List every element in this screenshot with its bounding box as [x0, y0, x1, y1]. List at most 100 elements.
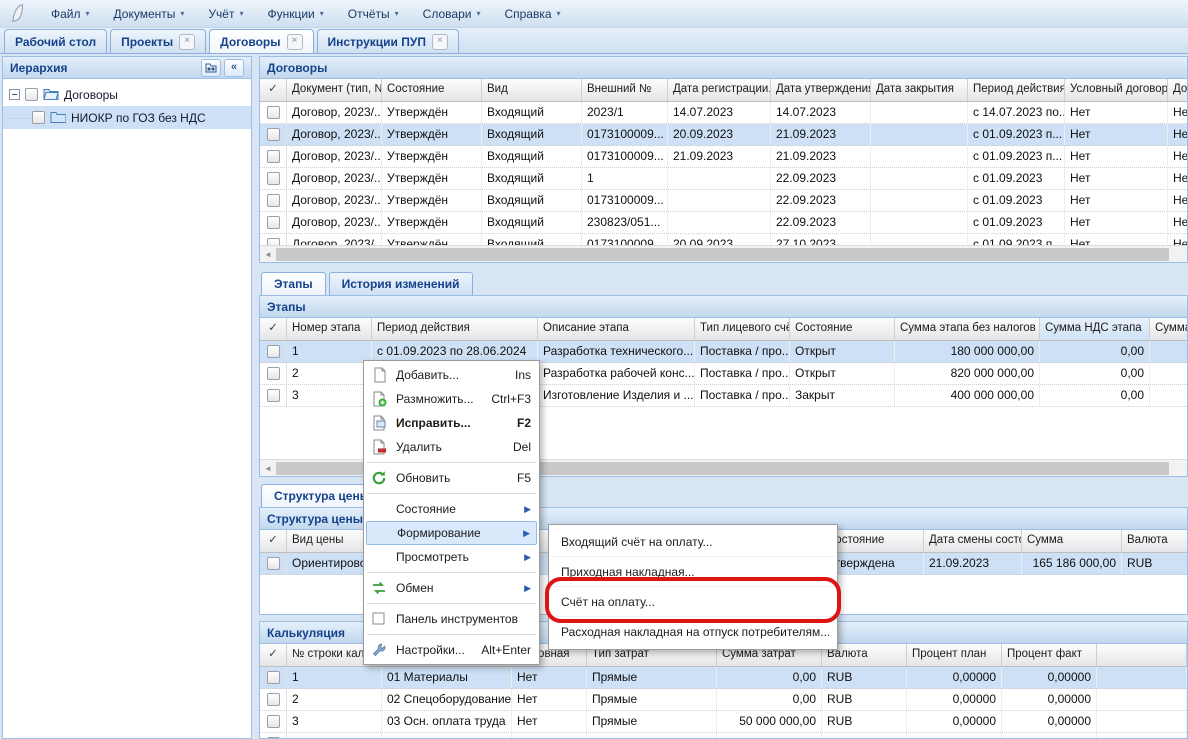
close-icon[interactable]: × — [431, 33, 448, 50]
table-row[interactable]: Договор, 2023/... Утверждён Входящий 2023/1… — [260, 102, 1187, 124]
context-menu-item[interactable]: Просмотреть ▶ — [366, 545, 537, 569]
table-row[interactable]: 3 Изготовление Изделия и ... Поставка / пр… — [260, 385, 1187, 407]
menubar-item[interactable]: Словари ▾ — [423, 7, 481, 21]
column-header[interactable]: Состояние — [382, 79, 482, 101]
submenu-item[interactable]: Приходная накладная... — [551, 557, 835, 587]
column-header[interactable]: Дог — [1168, 79, 1187, 101]
menubar-item[interactable]: Файл ▾ — [51, 7, 90, 21]
context-menu-item[interactable]: Добавить... Ins — [366, 363, 537, 387]
collapse-panel-icon[interactable]: « — [224, 58, 244, 77]
table-row[interactable]: Договор, 2023/... Утверждён Входящий 017310… — [260, 234, 1187, 245]
check-column-header[interactable]: ✓ — [260, 644, 287, 666]
column-header[interactable]: Дата утверждения — [771, 79, 871, 101]
table-row[interactable]: Договор, 2023/... Утверждён Входящий 017310… — [260, 124, 1187, 146]
column-header[interactable]: Сумма НДС этапа — [1040, 318, 1150, 340]
row-checkbox[interactable] — [266, 150, 280, 163]
column-header[interactable]: Сумма эт — [1150, 318, 1187, 340]
scrollbar-thumb[interactable] — [276, 247, 1169, 261]
column-header[interactable]: Тип затрат — [587, 644, 717, 666]
column-header[interactable]: Условный договор — [1065, 79, 1168, 101]
column-header[interactable]: Состояние — [790, 318, 895, 340]
column-header[interactable]: Валюта — [1122, 530, 1187, 552]
row-checkbox[interactable] — [266, 389, 280, 402]
table-row[interactable]: Договор, 2023/... Утверждён Входящий 1 22.09… — [260, 168, 1187, 190]
tree-checkbox[interactable] — [25, 88, 38, 101]
column-header[interactable]: Период действия.. — [968, 79, 1065, 101]
context-menu-item[interactable]: Размножить... Ctrl+F3 — [366, 387, 537, 411]
table-row[interactable]: Договор, 2023/... Утверждён Входящий 230823… — [260, 212, 1187, 234]
menubar-item[interactable]: Отчёты ▾ — [348, 7, 399, 21]
main-tab[interactable]: Договоры × — [209, 29, 314, 53]
row-checkbox[interactable] — [266, 671, 280, 684]
check-column-header[interactable]: ✓ — [260, 530, 287, 552]
submenu-item[interactable]: Расходная накладная на отпуск потребител… — [551, 617, 835, 647]
context-menu-item[interactable]: Обновить F5 — [366, 466, 537, 490]
column-header[interactable]: Сумма — [1022, 530, 1122, 552]
column-header[interactable]: Номер этапа — [287, 318, 372, 340]
menubar-item[interactable]: Справка ▾ — [504, 7, 560, 21]
table-row[interactable]: 3 03 Осн. оплата труда Нет Прямые 50 000 000… — [260, 711, 1187, 733]
column-header[interactable]: Дата смены состоя — [924, 530, 1022, 552]
tree-checkbox[interactable] — [32, 111, 45, 124]
section-tab[interactable]: История изменений — [328, 272, 473, 295]
row-checkbox[interactable] — [266, 128, 280, 141]
row-checkbox[interactable] — [266, 693, 280, 706]
column-header[interactable]: Описание этапа — [538, 318, 695, 340]
table-row[interactable]: 2 02 Спецоборудование Нет Прямые 0,00 RUB 0,00… — [260, 689, 1187, 711]
scroll-left-arrow-icon[interactable]: ◄ — [264, 463, 272, 473]
column-header[interactable] — [1097, 644, 1187, 666]
column-header[interactable]: Сумма затрат — [717, 644, 822, 666]
column-header[interactable]: Документ (тип, № — [287, 79, 382, 101]
close-icon[interactable]: × — [286, 33, 303, 50]
column-header[interactable]: Тип лицевого счёт — [695, 318, 790, 340]
table-row[interactable]: Договор, 2023/... Утверждён Входящий 017310… — [260, 190, 1187, 212]
row-checkbox[interactable] — [266, 106, 280, 119]
column-header[interactable]: Процент план — [907, 644, 1002, 666]
tree-node-niokr[interactable]: НИОКР по ГОЗ без НДС — [3, 106, 251, 129]
vertical-splitter[interactable] — [252, 56, 259, 739]
column-header[interactable]: Дата регистрации. — [668, 79, 771, 101]
row-checkbox[interactable] — [266, 238, 280, 245]
row-checkbox[interactable] — [266, 367, 280, 380]
main-tab[interactable]: Проекты × — [110, 29, 207, 53]
column-header[interactable]: Вид — [482, 79, 582, 101]
column-header[interactable]: Внешний № — [582, 79, 668, 101]
column-header[interactable]: Дата закрытия — [871, 79, 968, 101]
submenu-item[interactable]: Счёт на оплату... — [551, 587, 835, 617]
context-menu-item[interactable]: Обмен ▶ — [366, 576, 537, 600]
main-tab[interactable]: Инструкции ПУП × — [316, 29, 459, 53]
section-tab[interactable]: Структура цены — [261, 484, 383, 507]
row-checkbox[interactable] — [266, 172, 280, 185]
context-menu-item[interactable]: Состояние ▶ — [366, 497, 537, 521]
column-header[interactable]: Валюта — [822, 644, 907, 666]
tree-expander-icon[interactable] — [9, 89, 20, 100]
context-menu-item[interactable]: Удалить Del — [366, 435, 537, 459]
column-header[interactable]: Период действия — [372, 318, 538, 340]
submenu-item[interactable]: Входящий счёт на оплату... — [551, 527, 835, 557]
section-tab[interactable]: Этапы — [261, 272, 326, 295]
table-row[interactable]: Договор, 2023/... Утверждён Входящий 017310… — [260, 146, 1187, 168]
column-header[interactable]: Состояние — [822, 530, 924, 552]
row-checkbox[interactable] — [266, 194, 280, 207]
find-icon[interactable] — [201, 58, 221, 77]
scroll-left-arrow-icon[interactable]: ◄ — [264, 249, 272, 259]
check-column-header[interactable]: ✓ — [260, 318, 287, 340]
column-header[interactable]: Процент факт — [1002, 644, 1097, 666]
menubar-item[interactable]: Учёт ▾ — [208, 7, 243, 21]
menubar-item[interactable]: Функции ▾ — [267, 7, 323, 21]
context-menu-item[interactable]: Исправить... F2 — [366, 411, 537, 435]
context-menu-item[interactable]: Настройки... Alt+Enter — [366, 638, 537, 662]
close-icon[interactable]: × — [179, 33, 196, 50]
horizontal-scrollbar[interactable]: ◄ — [260, 245, 1187, 262]
row-checkbox[interactable] — [266, 715, 280, 728]
column-header[interactable]: Сумма этапа без налогов — [895, 318, 1040, 340]
row-checkbox[interactable] — [266, 216, 280, 229]
check-column-header[interactable]: ✓ — [260, 79, 287, 101]
tree-node-contracts[interactable]: Договоры — [3, 83, 251, 106]
context-menu-item[interactable]: Формирование ▶ — [366, 521, 537, 545]
table-row[interactable]: 1 01 Материалы Нет Прямые 0,00 RUB 0,00000 0,00… — [260, 667, 1187, 689]
menubar-item[interactable]: Документы ▾ — [114, 7, 185, 21]
row-checkbox[interactable] — [266, 737, 280, 738]
